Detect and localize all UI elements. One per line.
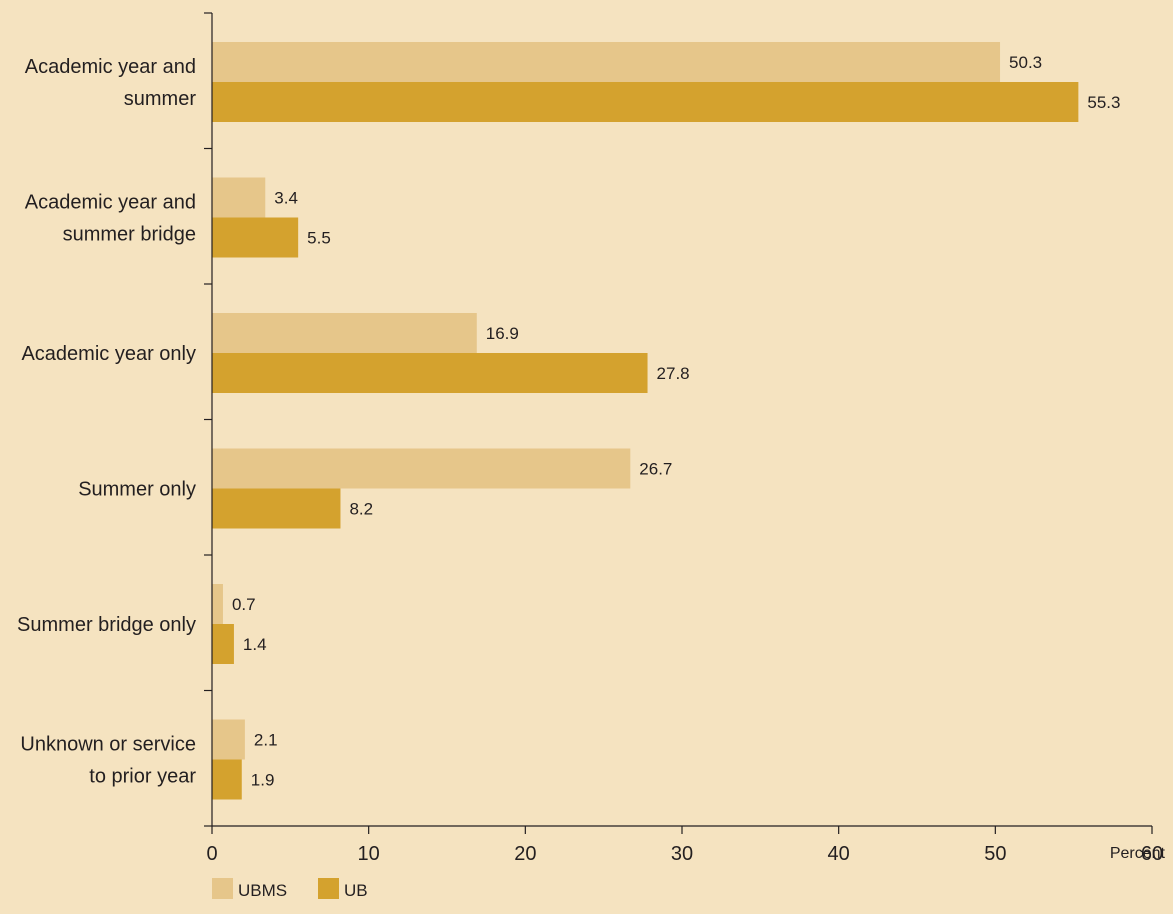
axes	[204, 12, 1153, 834]
bar-ub-4	[212, 624, 234, 664]
bar-ub-1	[212, 217, 299, 258]
category-label-5: Unknown or service to prior year	[20, 734, 196, 788]
category-label-line: summer	[124, 88, 197, 110]
category-label-2: Academic year only	[21, 343, 196, 365]
x-axis-unit-label: Percent	[1110, 845, 1166, 862]
bar-ub-3	[212, 488, 341, 529]
bar-ubms-1	[212, 177, 266, 218]
bar-ub-5	[212, 759, 242, 800]
legend-label-ubms: UBMS	[238, 881, 287, 900]
category-label-4: Summer bridge only	[17, 614, 196, 636]
category-label-3: Summer only	[78, 479, 196, 501]
value-label-ub-4: 1.4	[243, 635, 267, 654]
x-tick-label-3: 30	[671, 843, 693, 865]
x-tick-label-6: 60	[1141, 843, 1163, 865]
x-tick-label-1: 10	[358, 843, 380, 865]
bar-ub-2	[212, 353, 648, 393]
value-label-ubms-4: 0.7	[232, 595, 256, 614]
value-label-ub-2: 27.8	[657, 364, 690, 383]
labels-layer: 50.3 55.3 Academic year and summer 3.4 5.5 Aca…	[17, 53, 1166, 865]
value-label-ubms-5: 2.1	[254, 731, 278, 750]
x-tick-label-5: 50	[984, 843, 1006, 865]
legend-label-ub: UB	[344, 881, 368, 900]
bars-layer	[212, 42, 1079, 800]
value-label-ubms-2: 16.9	[486, 324, 519, 343]
category-label-line: summer bridge	[63, 224, 196, 246]
value-label-ub-1: 5.5	[307, 229, 331, 248]
x-tick-label-4: 40	[828, 843, 850, 865]
x-tick-label-2: 20	[514, 843, 536, 865]
category-label-line: Summer bridge only	[17, 614, 196, 636]
category-label-1: Academic year and summer bridge	[25, 192, 196, 246]
category-label-0: Academic year and summer	[25, 56, 197, 110]
legend-swatch-ub	[318, 878, 339, 899]
bar-ubms-0	[212, 42, 1001, 82]
value-label-ubms-1: 3.4	[274, 189, 298, 208]
bar-ub-0	[212, 82, 1079, 122]
value-label-ub-5: 1.9	[251, 771, 275, 790]
category-label-line: Academic year and	[25, 192, 196, 214]
bar-ubms-5	[212, 719, 245, 760]
legend-swatch-ubms	[212, 878, 233, 899]
x-tick-label-0: 0	[206, 843, 217, 865]
bar-ubms-3	[212, 448, 631, 489]
value-label-ubms-0: 50.3	[1009, 53, 1042, 72]
bar-ubms-4	[212, 584, 223, 624]
category-label-line: Unknown or service	[20, 734, 196, 756]
category-label-line: Academic year and	[25, 56, 196, 78]
value-label-ub-0: 55.3	[1087, 93, 1120, 112]
value-label-ub-3: 8.2	[349, 500, 373, 519]
bar-ubms-2	[212, 313, 477, 353]
value-label-ubms-3: 26.7	[639, 460, 672, 479]
category-label-line: to prior year	[89, 766, 196, 788]
legend: UBMS UB	[212, 878, 368, 900]
category-label-line: Summer only	[78, 479, 196, 501]
category-label-line: Academic year only	[21, 343, 196, 365]
